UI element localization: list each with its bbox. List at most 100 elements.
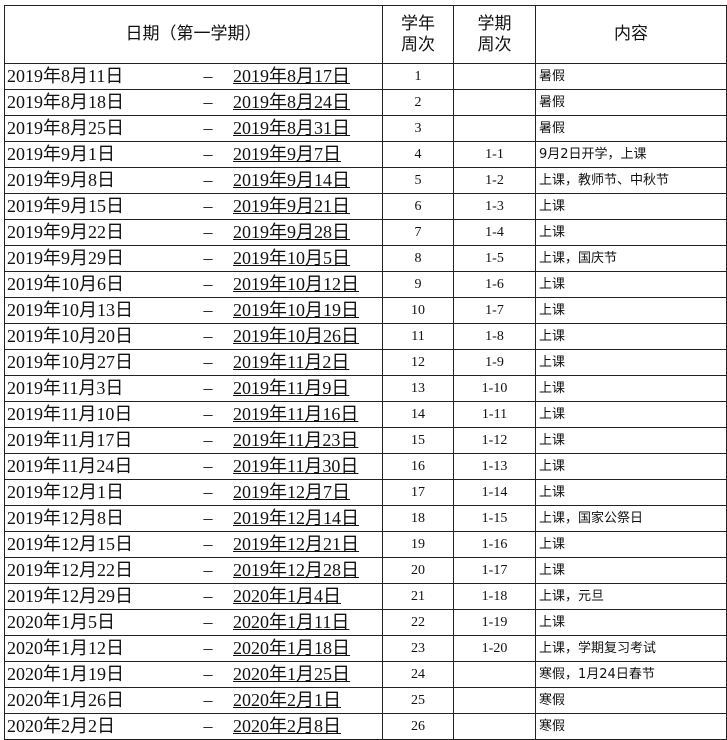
date-separator: – [203,300,213,320]
end-date: 2019年8月31日 [233,118,350,138]
date-separator: – [203,352,213,372]
table-row: 2019年10月6日 –2019年10月12日 9 1-6 上课 [4,271,727,298]
date-separator: – [203,560,213,580]
end-date: 2019年9月21日 [233,196,350,216]
content-cell: 上课 [535,219,727,246]
year-week-cell: 4 [382,141,454,168]
year-week-cell: 13 [382,375,454,402]
term-week-cell [453,89,536,116]
year-week-cell: 9 [382,271,454,298]
start-date: 2020年1月19日 [7,664,124,684]
date-separator: – [203,690,213,710]
content-cell: 上课 [535,349,727,376]
date-range-cell: 2019年12月8日 –2019年12月14日 [4,505,383,532]
content-cell: 上课 [535,531,727,558]
term-week-cell: 1-13 [453,453,536,480]
table-row: 2019年8月11日 –2019年8月17日 1 暑假 [4,63,727,90]
end-date: 2020年2月8日 [233,716,341,736]
year-week-cell: 15 [382,427,454,454]
start-date: 2020年2月2日 [7,716,115,736]
year-week-cell: 17 [382,479,454,506]
table-row: 2020年2月2日 –2020年2月8日 26 寒假 [4,713,727,740]
year-week-cell: 6 [382,193,454,220]
end-date: 2020年2月1日 [233,690,341,710]
term-week-cell: 1-1 [453,141,536,168]
year-week-cell: 12 [382,349,454,376]
year-week-cell: 1 [382,63,454,90]
content-cell: 上课 [535,479,727,506]
start-date: 2019年12月15日 [7,534,133,554]
term-week-cell: 1-8 [453,323,536,350]
date-separator: – [203,326,213,346]
end-date: 2019年9月7日 [233,144,341,164]
year-week-cell: 21 [382,583,454,610]
end-date: 2019年11月30日 [233,456,359,476]
content-cell: 暑假 [535,63,727,90]
table-row: 2019年8月25日 –2019年8月31日 3 暑假 [4,115,727,142]
content-cell: 寒假，1月24日春节 [535,661,727,688]
start-date: 2019年10月6日 [7,274,124,294]
date-separator: – [203,118,213,138]
date-range-cell: 2019年12月22日 –2019年12月28日 [4,557,383,584]
content-cell: 寒假 [535,687,727,714]
date-separator: – [203,430,213,450]
table-row: 2019年10月27日 –2019年11月2日 12 1-9 上课 [4,349,727,376]
term-week-cell: 1-3 [453,193,536,220]
end-date: 2019年12月21日 [233,534,359,554]
start-date: 2019年9月29日 [7,248,124,268]
start-date: 2020年1月12日 [7,638,124,658]
end-date: 2019年9月28日 [233,222,350,242]
end-date: 2019年10月12日 [233,274,359,294]
table-row: 2019年11月24日 –2019年11月30日 16 1-13 上课 [4,453,727,480]
term-week-cell: 1-20 [453,635,536,662]
date-separator: – [203,222,213,242]
start-date: 2019年11月10日 [7,404,133,424]
date-separator: – [203,170,213,190]
term-week-cell: 1-15 [453,505,536,532]
content-cell: 上课 [535,323,727,350]
date-separator: – [203,456,213,476]
table-row: 2019年11月10日 –2019年11月16日 14 1-11 上课 [4,401,727,428]
content-cell: 寒假 [535,713,727,740]
start-date: 2019年9月8日 [7,170,115,190]
term-week-cell [453,713,536,740]
date-separator: – [203,144,213,164]
end-date: 2019年12月28日 [233,560,359,580]
date-separator: – [203,534,213,554]
start-date: 2019年9月22日 [7,222,124,242]
content-cell: 上课 [535,427,727,454]
date-separator: – [203,404,213,424]
date-range-cell: 2019年9月1日 –2019年9月7日 [4,141,383,168]
date-range-cell: 2019年9月8日 –2019年9月14日 [4,167,383,194]
table-row: 2019年11月3日 –2019年11月9日 13 1-10 上课 [4,375,727,402]
year-week-cell: 8 [382,245,454,272]
start-date: 2019年11月17日 [7,430,133,450]
year-week-cell: 26 [382,713,454,740]
content-cell: 上课 [535,271,727,298]
date-range-cell: 2020年1月26日 –2020年2月1日 [4,687,383,714]
date-separator: – [203,482,213,502]
content-cell: 上课，国庆节 [535,245,727,272]
start-date: 2019年10月27日 [7,352,133,372]
header-content: 内容 [535,5,727,64]
content-cell: 9月2日开学，上课 [535,141,727,168]
date-separator: – [203,92,213,112]
header-row: 日期（第一学期） 学年 周次 学期 周次 内容 [4,5,727,64]
year-week-cell: 11 [382,323,454,350]
table-row: 2019年8月18日 –2019年8月24日 2 暑假 [4,89,727,116]
table-row: 2019年9月15日 –2019年9月21日 6 1-3 上课 [4,193,727,220]
term-week-cell: 1-5 [453,245,536,272]
start-date: 2019年12月29日 [7,586,133,606]
end-date: 2020年1月18日 [233,638,350,658]
term-week-cell [453,63,536,90]
content-cell: 上课，教师节、中秋节 [535,167,727,194]
year-week-cell: 7 [382,219,454,246]
start-date: 2019年8月25日 [7,118,124,138]
term-week-cell: 1-12 [453,427,536,454]
content-cell: 上课 [535,453,727,480]
date-range-cell: 2019年12月1日 –2019年12月7日 [4,479,383,506]
date-range-cell: 2020年1月5日 –2020年1月11日 [4,609,383,636]
table-row: 2019年10月20日 –2019年10月26日 11 1-8 上课 [4,323,727,350]
year-week-cell: 18 [382,505,454,532]
content-cell: 上课，国家公祭日 [535,505,727,532]
